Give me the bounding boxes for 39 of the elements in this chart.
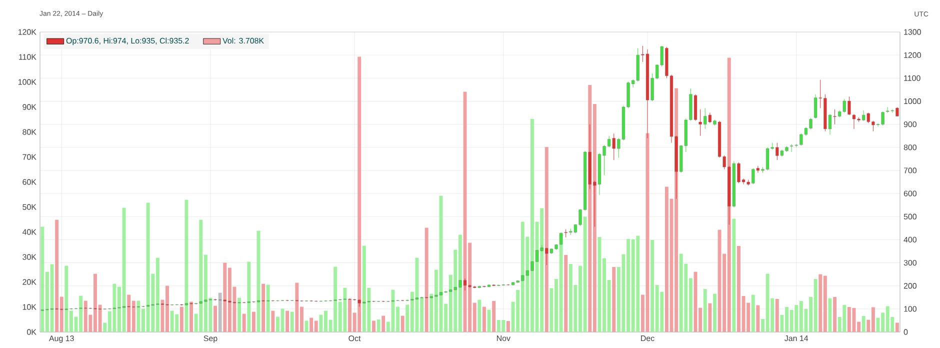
bar xyxy=(262,284,266,332)
bar xyxy=(564,255,568,332)
bar xyxy=(712,294,716,332)
bar xyxy=(382,316,386,332)
bar xyxy=(544,147,548,332)
bar xyxy=(290,312,294,332)
bar xyxy=(214,306,218,332)
bar xyxy=(612,267,616,332)
bar xyxy=(833,297,837,332)
bar xyxy=(400,316,404,332)
bar xyxy=(895,322,899,332)
bar xyxy=(304,320,308,332)
bar xyxy=(478,300,482,332)
bar xyxy=(266,284,270,332)
bar xyxy=(828,298,832,332)
bar xyxy=(732,218,736,332)
bar xyxy=(218,292,222,332)
bar xyxy=(184,200,188,332)
bar xyxy=(372,320,376,332)
bar xyxy=(190,302,193,332)
bar xyxy=(506,321,510,332)
bar xyxy=(703,289,707,332)
bar xyxy=(492,301,496,332)
bar xyxy=(751,294,755,332)
bar xyxy=(376,320,380,332)
bar xyxy=(424,228,428,332)
bar xyxy=(247,262,251,332)
bar xyxy=(482,306,486,332)
bar xyxy=(775,299,779,332)
candlestick xyxy=(560,232,563,246)
bar xyxy=(862,316,866,332)
bar xyxy=(708,303,712,332)
bar xyxy=(252,312,256,332)
bar xyxy=(242,314,246,332)
bar xyxy=(286,310,290,332)
bar xyxy=(238,298,242,332)
bar xyxy=(271,310,275,332)
bar xyxy=(180,306,184,332)
bar xyxy=(756,305,760,332)
